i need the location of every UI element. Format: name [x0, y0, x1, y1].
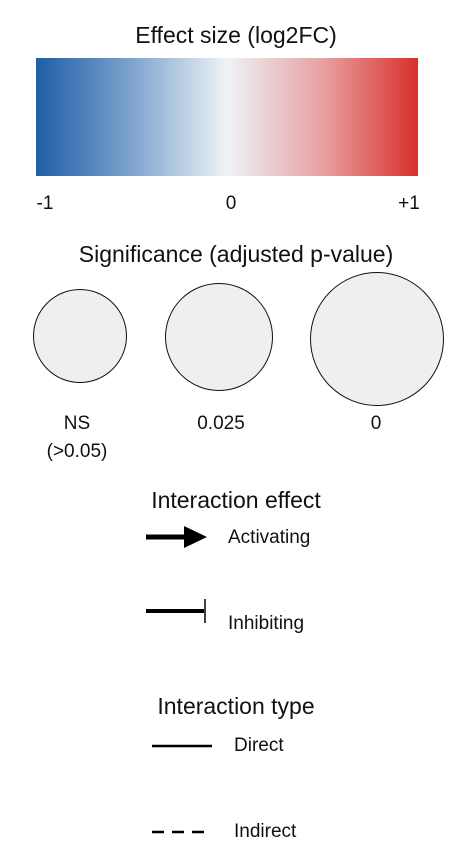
interaction-effect-title: Interaction effect [151, 487, 321, 513]
indirect-label: Indirect [234, 821, 297, 842]
effect-size-tick-min: -1 [36, 193, 54, 214]
significance-label-0-025: 0.025 [197, 413, 245, 434]
activating-arrow-icon [146, 526, 207, 548]
indirect-dashed-line-icon [152, 830, 212, 834]
significance-label-ns: NS [63, 413, 91, 434]
inhibiting-label: Inhibiting [228, 613, 305, 634]
effect-size-tick-mid: 0 [225, 193, 237, 214]
effect-size-tick-max: +1 [398, 193, 420, 214]
effect-size-color-scale [36, 58, 418, 176]
interaction-type-title: Interaction type [157, 693, 315, 719]
effect-size-title: Effect size (log2FC) [135, 22, 337, 48]
significance-label-ns-threshold: (>0.05) [46, 441, 108, 462]
significance-circle-0 [310, 272, 444, 406]
activating-label: Activating [228, 527, 311, 548]
direct-line-icon [152, 744, 212, 748]
significance-circle-ns [33, 289, 127, 383]
direct-label: Direct [234, 735, 284, 756]
significance-circle-0-025 [165, 283, 273, 391]
significance-title: Significance (adjusted p-value) [78, 241, 394, 267]
significance-label-0: 0 [370, 413, 382, 434]
inhibiting-bar-icon [146, 599, 206, 623]
